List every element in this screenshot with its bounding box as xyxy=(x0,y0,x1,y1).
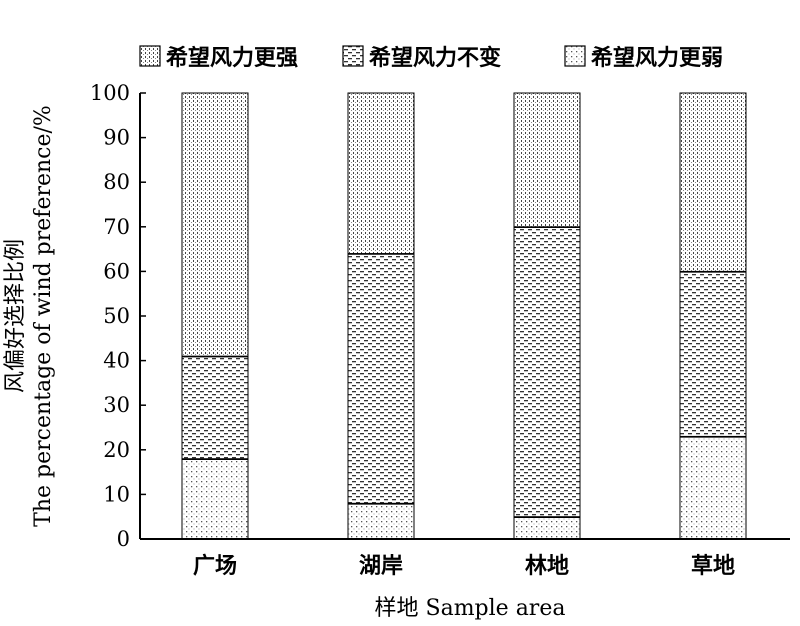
x-tick-label: 林地 xyxy=(525,553,569,579)
bar-segment xyxy=(347,502,415,540)
bars xyxy=(181,92,747,540)
legend-swatch xyxy=(139,45,161,67)
bar-segment xyxy=(513,226,581,518)
legend: 希望风力更强 希望风力不变 希望风力更弱 xyxy=(139,45,723,71)
y-tick-label: 90 xyxy=(103,126,130,150)
y-tick-label: 70 xyxy=(103,215,130,239)
y-tick-label: 20 xyxy=(103,438,130,462)
bar-segment xyxy=(181,92,249,357)
bar-segment xyxy=(181,355,249,460)
bar-segment xyxy=(513,92,581,228)
y-ticks: 0 10 20 30 40 50 60 70 80 90 100 xyxy=(90,81,146,551)
y-tick-label: 60 xyxy=(103,259,130,283)
y-tick-label: 50 xyxy=(103,304,130,328)
x-ticks: 广场 湖岸 林地 草地 xyxy=(193,553,735,579)
y-tick-label: 100 xyxy=(90,81,130,105)
y-tick-label: 10 xyxy=(103,482,130,506)
bar-segment xyxy=(679,92,747,272)
x-tick-label: 草地 xyxy=(691,553,735,579)
y-tick-label: 40 xyxy=(103,349,130,373)
legend-label: 希望风力更强 xyxy=(166,45,298,71)
x-tick-label: 湖岸 xyxy=(359,553,403,579)
legend-swatch xyxy=(342,45,364,67)
y-tick-label: 80 xyxy=(103,170,130,194)
legend-swatch xyxy=(564,45,586,67)
bar-segment xyxy=(181,458,249,540)
legend-label: 希望风力更弱 xyxy=(591,45,723,71)
y-tick-label: 0 xyxy=(117,527,130,551)
bar-segment xyxy=(679,435,747,540)
x-axis-title: 样地 Sample area xyxy=(375,596,566,621)
y-axis-title-line2: The percentage of wind preference/% xyxy=(31,105,56,527)
x-tick-label: 广场 xyxy=(193,553,237,579)
y-tick-label: 30 xyxy=(103,393,130,417)
bar-segment xyxy=(347,92,415,255)
bar-segment xyxy=(679,270,747,437)
bar-segment xyxy=(513,516,581,540)
bar-segment xyxy=(347,253,415,504)
y-axis-title-line1: 风偏好选择比例 xyxy=(3,239,28,393)
legend-label: 希望风力不变 xyxy=(369,45,501,71)
